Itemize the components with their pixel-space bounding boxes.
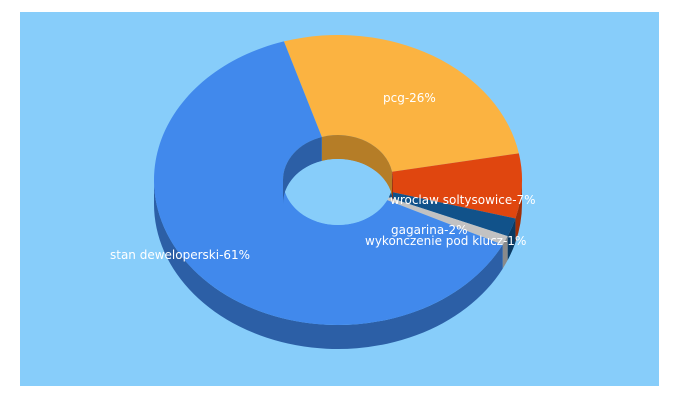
slice-0 (154, 41, 503, 326)
slice-4 (387, 197, 508, 245)
slice-2 (391, 153, 522, 219)
chart-panel: pcg-26% wroclaw soltysowice-7% gagarina-2%… (20, 12, 659, 386)
slice-side-0 (153, 180, 503, 349)
slice-side-3 (507, 218, 516, 261)
slice-label-2: wroclaw soltysowice-7% (390, 193, 536, 207)
slice-1 (283, 35, 519, 172)
donut-chart: pcg-26% wroclaw soltysowice-7% gagarina-2%… (110, 35, 536, 349)
slice-3 (388, 191, 516, 237)
donut-hole (283, 159, 393, 225)
slice-label-3: gagarina-2% (391, 223, 468, 237)
slice-label-0: stan deweloperski-61% (110, 248, 250, 262)
slice-side-4 (502, 236, 508, 269)
slice-inner-0 (283, 136, 322, 204)
slice-side-2 (515, 180, 522, 243)
slice-inner-1 (321, 134, 393, 196)
slice-label-1: pcg-26% (383, 91, 436, 105)
slice-label-4: wykonczenie pod klucz-1% (365, 234, 526, 248)
slice-inner-2 (392, 171, 393, 204)
